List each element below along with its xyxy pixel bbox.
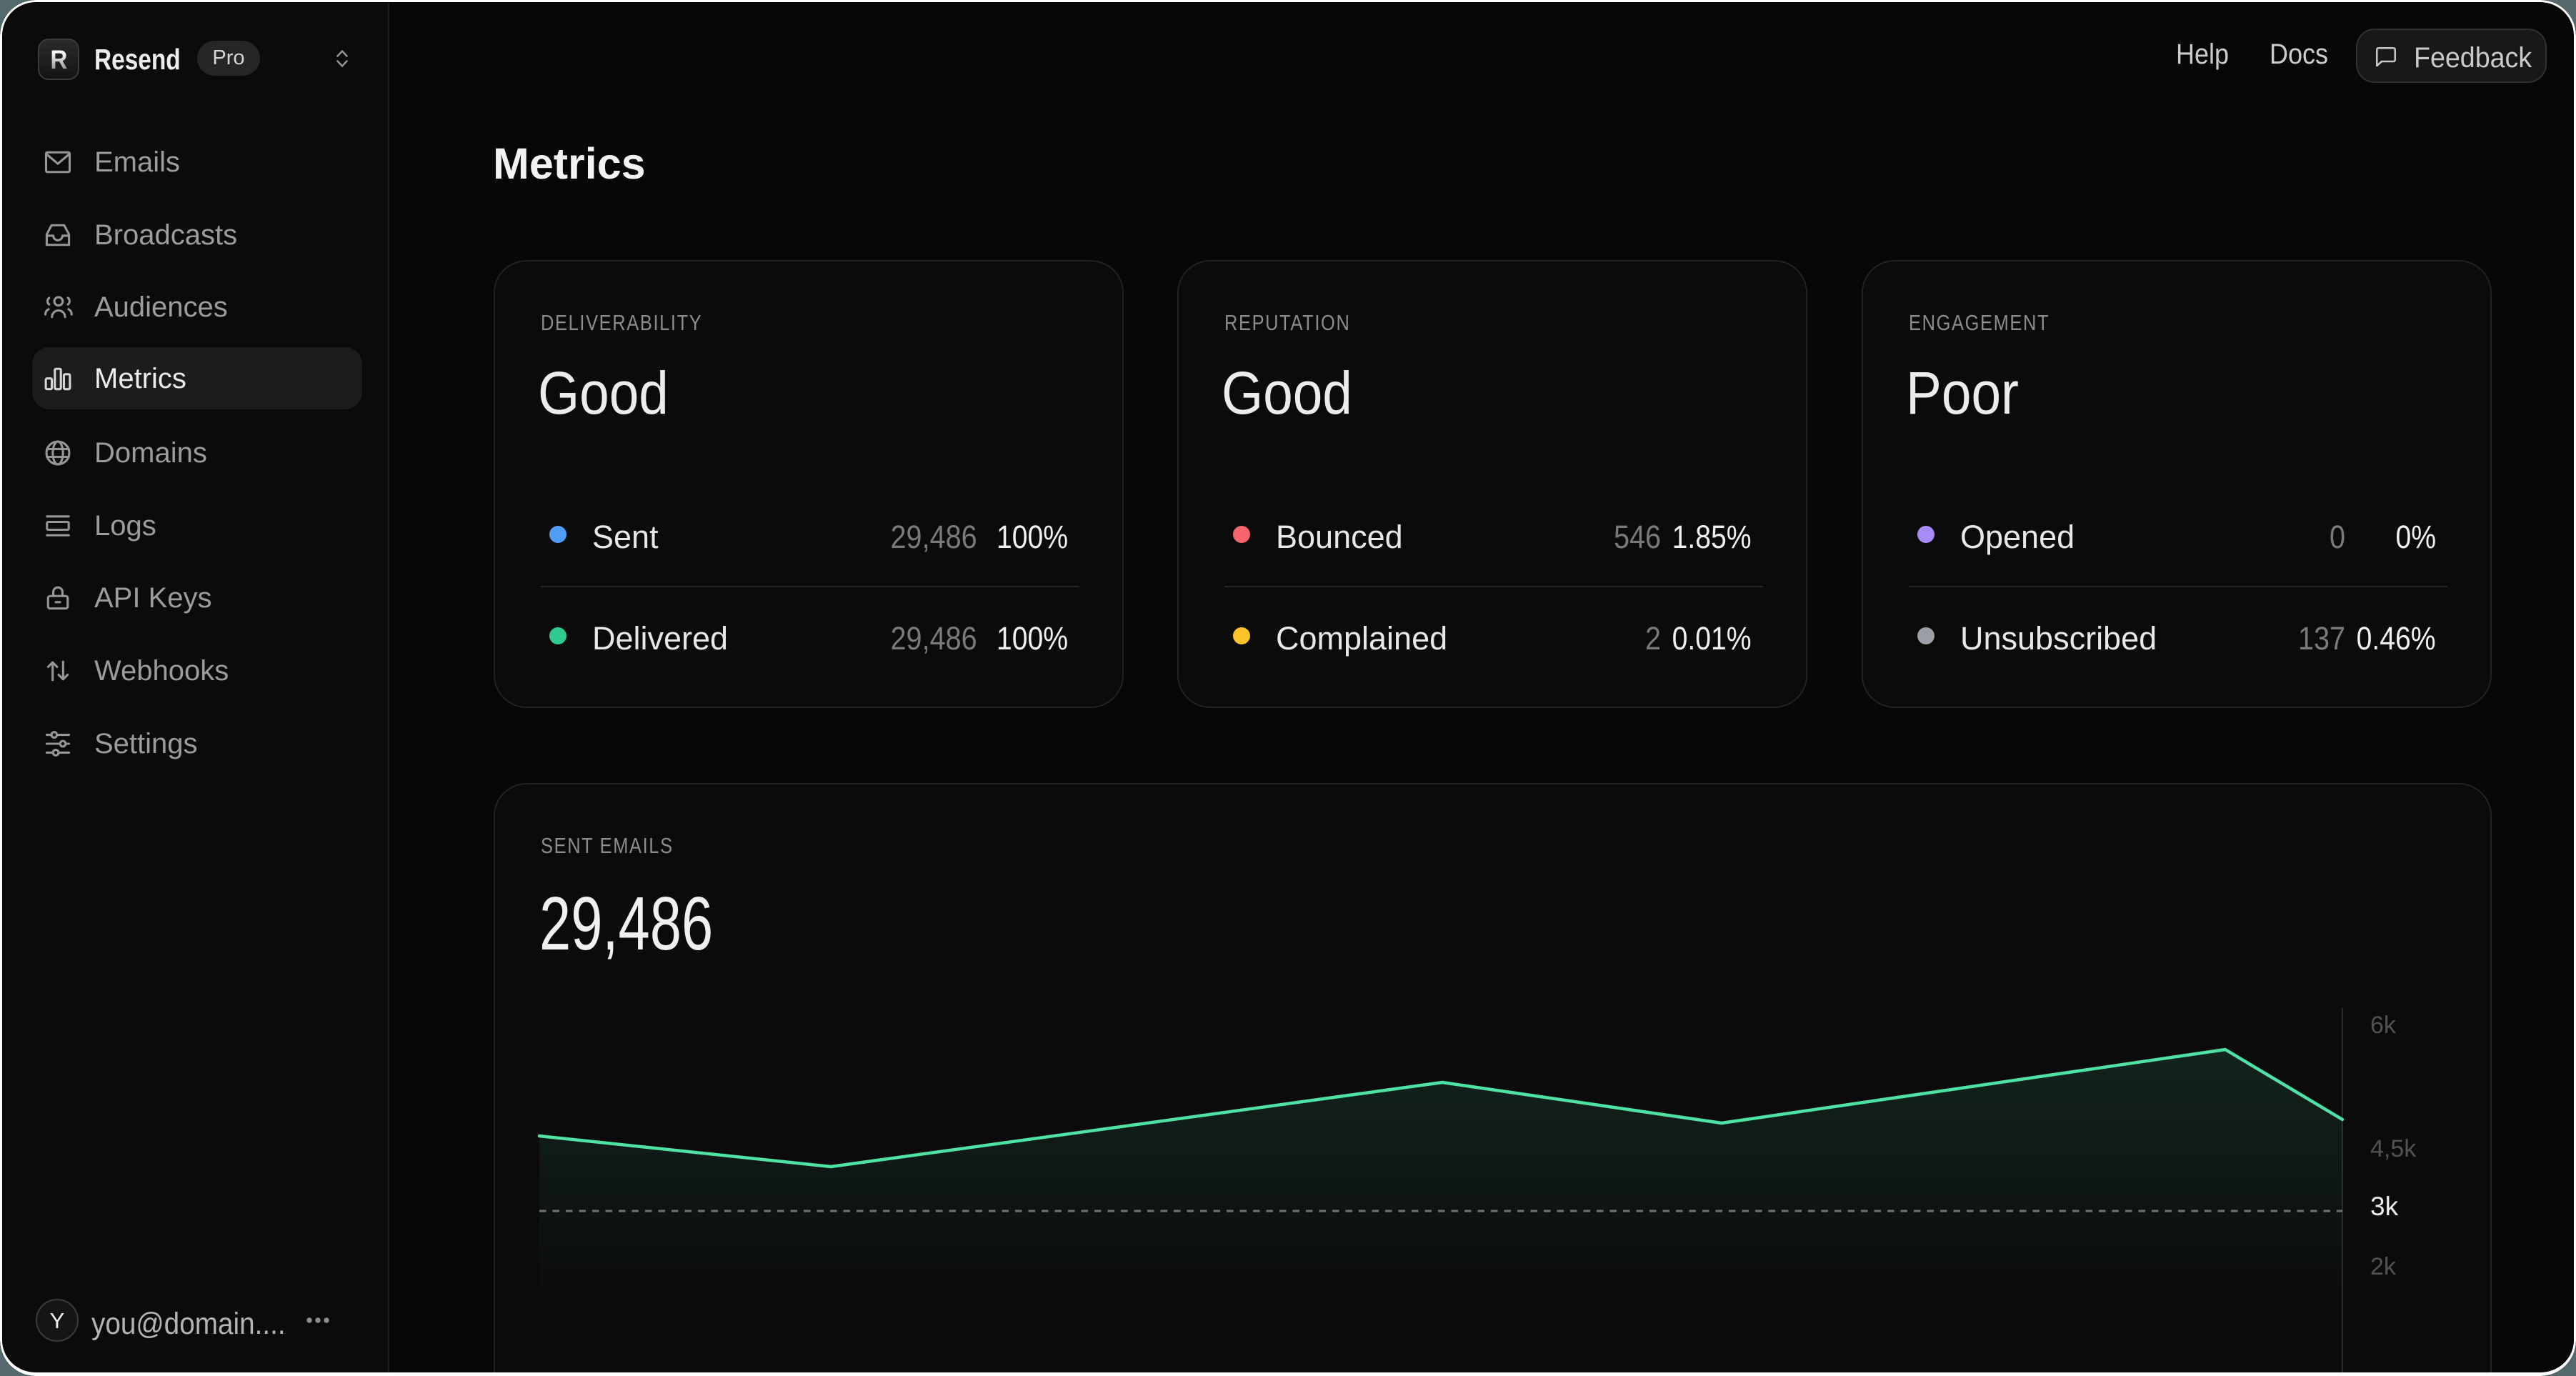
svg-text:3k: 3k <box>2370 1192 2399 1221</box>
svg-text:6k: 6k <box>2370 1012 2397 1039</box>
svg-text:2k: 2k <box>2370 1253 2397 1280</box>
svg-text:4,5k: 4,5k <box>2370 1135 2417 1162</box>
